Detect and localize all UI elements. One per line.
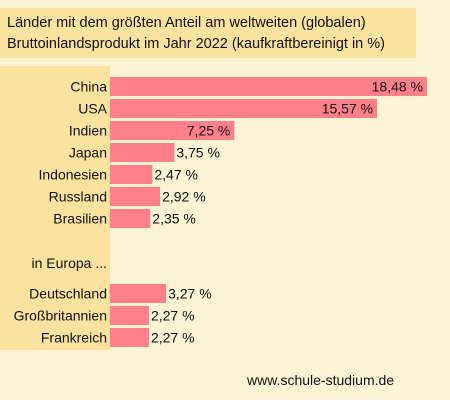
category-label-indonesien: Indonesien <box>38 167 107 183</box>
category-label-panel <box>0 66 110 350</box>
value-label-indien: 7,25 % <box>187 123 231 139</box>
category-label-brasilien: Brasilien <box>53 211 107 227</box>
section-label-europe: in Europa ... <box>32 255 108 271</box>
chart-title: Länder mit dem größten Anteil am weltwei… <box>0 8 416 58</box>
bar-japan <box>110 143 175 162</box>
category-label-indien: Indien <box>69 123 107 139</box>
value-label-russland: 2,92 % <box>162 189 206 205</box>
category-label-china: China <box>70 79 107 95</box>
bar-russland <box>110 187 161 206</box>
value-label-japan: 3,75 % <box>176 145 220 161</box>
value-label-usa: 15,57 % <box>322 101 373 117</box>
chart-title-line-1: Länder mit dem größten Anteil am weltwei… <box>7 15 366 31</box>
bar-usa <box>110 99 378 118</box>
chart-title-line-2: Bruttoinlandsprodukt im Jahr 2022 (kaufk… <box>7 36 385 52</box>
source-footer: www.schule-studium.de <box>247 372 395 388</box>
value-label-indonesien: 2,47 % <box>154 167 198 183</box>
value-label-china: 18,48 % <box>372 79 423 95</box>
bar-brasilien <box>110 209 151 228</box>
bar-china <box>110 77 427 96</box>
bar-grossbritannien <box>110 306 149 325</box>
bar-indonesien <box>110 165 153 184</box>
category-label-deutschland: Deutschland <box>29 286 107 302</box>
category-label-usa: USA <box>78 101 107 117</box>
bar-frankreich <box>110 328 149 347</box>
category-label-frankreich: Frankreich <box>41 330 107 346</box>
value-label-grossbritannien: 2,27 % <box>151 308 195 324</box>
bar-indien <box>110 121 235 140</box>
category-label-grossbritannien: Großbritannien <box>14 308 107 324</box>
value-label-frankreich: 2,27 % <box>151 330 195 346</box>
bar-deutschland <box>110 284 167 303</box>
value-label-brasilien: 2,35 % <box>152 211 196 227</box>
category-label-japan: Japan <box>69 145 107 161</box>
category-label-russland: Russland <box>49 189 107 205</box>
value-label-deutschland: 3,27 % <box>168 286 212 302</box>
